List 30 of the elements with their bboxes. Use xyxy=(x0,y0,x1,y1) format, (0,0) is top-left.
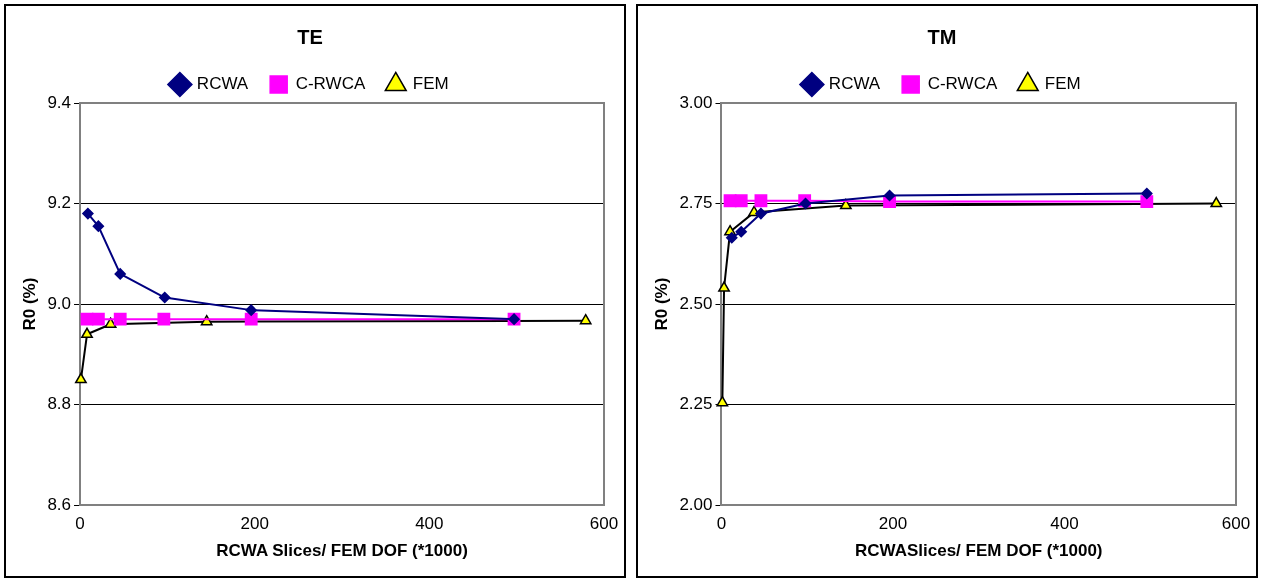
x-tick-label: 200 xyxy=(240,514,269,534)
x-tick-label: 200 xyxy=(878,514,908,534)
x-axis-title: RCWA Slices/ FEM DOF (*1000) xyxy=(216,541,468,561)
y-tick-label: 8.8 xyxy=(47,394,72,414)
y-tick-label: 9.2 xyxy=(47,193,72,213)
x-tick-label: 0 xyxy=(75,514,85,534)
chart-title: TE xyxy=(297,25,323,48)
x-tick-label: 400 xyxy=(1050,514,1079,534)
y-tick-label: 2.75 xyxy=(679,193,713,213)
y-axis-title: R0 (%) xyxy=(651,277,671,331)
legend-label: RCWA xyxy=(196,74,249,94)
legend-label: FEM xyxy=(412,74,449,94)
y-tick-label: 3.00 xyxy=(679,92,713,112)
legend-label: FEM xyxy=(1044,74,1081,94)
legend-label: C-RWCA xyxy=(295,74,366,94)
y-tick-label: 2.00 xyxy=(679,494,713,514)
x-tick-label: 600 xyxy=(589,514,619,534)
y-axis-title: R0 (%) xyxy=(19,277,39,331)
y-tick-label: 2.25 xyxy=(679,394,713,414)
x-axis-title: RCWASlices/ FEM DOF (*1000) xyxy=(854,541,1103,561)
x-tick-label: 0 xyxy=(716,514,727,534)
legend-label: RCWA xyxy=(828,74,881,94)
y-tick-label: 2.50 xyxy=(679,293,713,313)
y-tick-label: 9.4 xyxy=(47,92,72,112)
y-tick-label: 8.6 xyxy=(47,494,72,514)
legend-label: C-RWCA xyxy=(927,74,998,94)
x-tick-label: 600 xyxy=(1221,514,1251,534)
x-tick-label: 400 xyxy=(415,514,444,534)
y-tick-label: 9.0 xyxy=(47,293,72,313)
chart-title: TM xyxy=(927,25,957,48)
